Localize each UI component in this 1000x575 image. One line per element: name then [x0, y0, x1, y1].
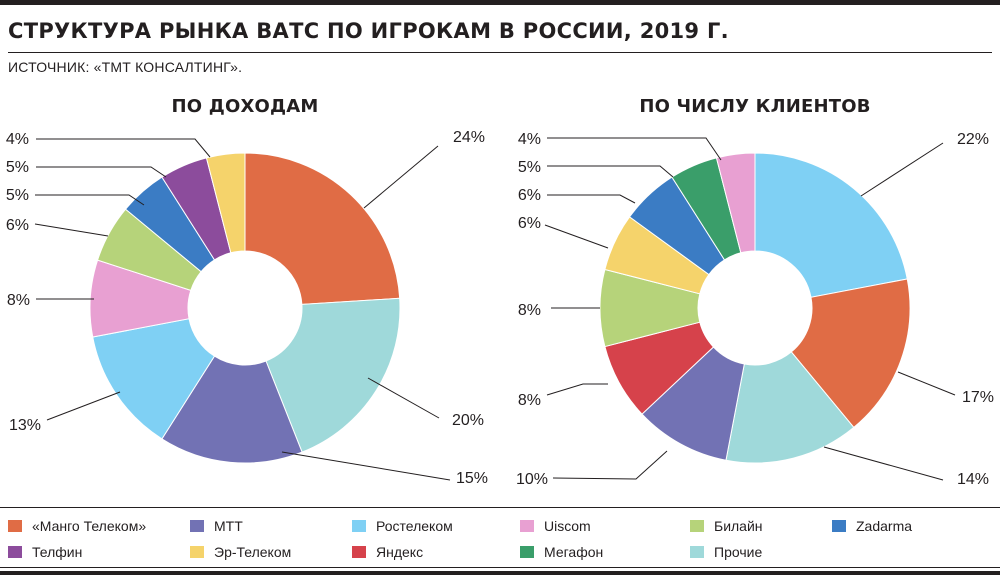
slice-clients-mango — [790, 278, 911, 429]
legend-item-uiscom: Uiscom — [520, 518, 591, 534]
legend-item-zadarma: Zadarma — [832, 518, 912, 534]
chart-title-revenue: ПО ДОХОДАМ — [171, 96, 319, 117]
legend-label: Прочие — [714, 544, 763, 560]
data-label-clients-beeline: 8% — [518, 302, 541, 319]
legend-item-megafon: Мегафон — [520, 544, 603, 560]
legend-label: Эр-Телеком — [214, 544, 292, 560]
leader-line-revenue-er-telecom — [36, 138, 211, 158]
leader-line-clients-zadarma — [547, 194, 636, 204]
top-rule — [0, 0, 1000, 5]
slice-revenue-mtt — [161, 355, 303, 464]
source-note: ИСТОЧНИК: «ТМТ КОНСАЛТИНГ». — [8, 59, 243, 75]
legend-item-mtt: МТТ — [190, 518, 243, 534]
legend-swatch — [8, 546, 22, 558]
legend-label: Билайн — [714, 518, 763, 534]
legend-swatch — [520, 520, 534, 532]
data-label-revenue-other: 20% — [452, 412, 484, 429]
slice-revenue-er-telecom — [205, 152, 246, 254]
legend-label: Ростелеком — [376, 518, 453, 534]
leader-line-clients-uiscom — [547, 137, 722, 161]
donut-revenue — [89, 152, 401, 464]
title-divider — [8, 52, 992, 53]
leader-line-revenue-rostelecom — [46, 391, 121, 421]
slice-revenue-rostelecom — [92, 318, 216, 440]
legend-item-er-telecom: Эр-Телеком — [190, 544, 291, 560]
slice-clients-rostelecom — [754, 152, 908, 298]
leader-line-clients-yandex — [546, 383, 608, 396]
leader-line-clients-megafon — [547, 165, 674, 178]
legend-label: МТТ — [214, 518, 243, 534]
slice-revenue-mango — [244, 152, 401, 305]
leader-line-clients-er-telecom — [544, 224, 609, 249]
legend-swatch — [190, 546, 204, 558]
legend-label: Zadarma — [856, 518, 913, 534]
data-label-revenue-uiscom: 8% — [7, 292, 30, 309]
bottom-rule — [0, 571, 1000, 575]
legend-swatch — [8, 520, 22, 532]
legend-label: Uiscom — [544, 518, 591, 534]
data-label-revenue-beeline: 6% — [6, 217, 29, 234]
chart-title-clients: ПО ЧИСЛУ КЛИЕНТОВ — [639, 96, 871, 117]
legend-label: «Манго Телеком» — [32, 518, 147, 534]
legend-swatch — [832, 520, 846, 532]
legend-bottom-rule — [0, 567, 1000, 568]
slice-clients-other — [725, 351, 855, 464]
legend-swatch — [690, 520, 704, 532]
legend-swatch — [352, 520, 366, 532]
leader-line-revenue-telfin — [36, 166, 167, 178]
data-label-clients-other: 14% — [957, 471, 989, 488]
legend-item-yandex: Яндекс — [352, 544, 423, 560]
legend-item-beeline: Билайн — [690, 518, 763, 534]
data-label-revenue-telfin: 5% — [6, 159, 29, 176]
slice-clients-uiscom — [715, 152, 756, 254]
data-label-revenue-er-telecom: 4% — [6, 131, 29, 148]
leader-line-clients-other — [823, 446, 944, 481]
data-label-clients-rostelecom: 22% — [957, 131, 989, 148]
legend-item-telfin: Телфин — [8, 544, 82, 560]
data-label-clients-mango: 17% — [962, 389, 994, 406]
leader-line-revenue-mtt — [281, 451, 451, 481]
leader-line-revenue-other — [367, 377, 440, 419]
leader-line-revenue-beeline — [34, 223, 109, 237]
legend-item-rostelecom: Ростелеком — [352, 518, 453, 534]
legend-swatch — [690, 546, 704, 558]
legend-item-mango: «Манго Телеком» — [8, 518, 146, 534]
leader-line-revenue-zadarma — [35, 194, 145, 206]
data-label-revenue-rostelecom: 13% — [9, 417, 41, 434]
legend-top-rule — [0, 507, 1000, 508]
data-label-clients-zadarma: 6% — [518, 187, 541, 204]
page-title: СТРУКТУРА РЫНКА ВАТС ПО ИГРОКАМ В РОССИИ… — [8, 19, 729, 43]
leader-line-clients-rostelecom — [860, 142, 944, 197]
leader-line-clients-mtt — [552, 450, 668, 480]
leader-line-revenue-mango — [363, 145, 439, 209]
data-label-revenue-zadarma: 5% — [6, 187, 29, 204]
data-label-revenue-mango: 24% — [453, 129, 485, 146]
leader-line-clients-mango — [897, 371, 956, 396]
legend-swatch — [190, 520, 204, 532]
legend-swatch — [352, 546, 366, 558]
legend-label: Мегафон — [544, 544, 604, 560]
data-label-clients-megafon: 5% — [518, 159, 541, 176]
data-label-clients-yandex: 8% — [518, 392, 541, 409]
legend-item-other: Прочие — [690, 544, 762, 560]
legend-swatch — [520, 546, 534, 558]
slice-revenue-other — [265, 297, 401, 453]
data-label-clients-er-telecom: 6% — [518, 215, 541, 232]
donut-clients — [599, 152, 911, 464]
data-label-clients-uiscom: 4% — [518, 131, 541, 148]
legend-label: Яндекс — [376, 544, 424, 560]
data-label-clients-mtt: 10% — [516, 471, 548, 488]
legend-label: Телфин — [32, 544, 83, 560]
data-label-revenue-mtt: 15% — [456, 470, 488, 487]
